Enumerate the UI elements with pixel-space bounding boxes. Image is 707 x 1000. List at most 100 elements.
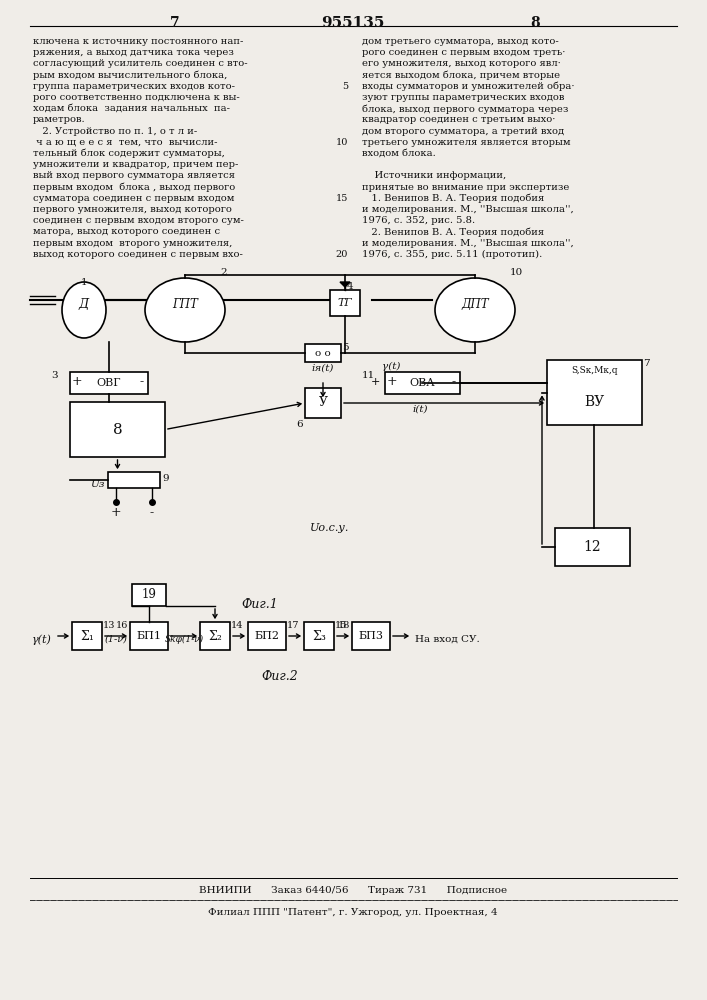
Text: 2. Устройство по п. 1, о т л и-: 2. Устройство по п. 1, о т л и- xyxy=(33,127,197,136)
Text: 12: 12 xyxy=(584,540,602,554)
Text: 2. Венипов В. А. Теория подобия: 2. Венипов В. А. Теория подобия xyxy=(362,227,544,237)
Text: принятые во внимание при экспертизе: принятые во внимание при экспертизе xyxy=(362,183,569,192)
Text: Филиал ППП "Патент", г. Ужгород, ул. Проектная, 4: Филиал ППП "Патент", г. Ужгород, ул. Про… xyxy=(208,908,498,917)
Text: входы сумматоров и умножителей обра·: входы сумматоров и умножителей обра· xyxy=(362,82,575,91)
Bar xyxy=(547,360,642,425)
Bar xyxy=(385,372,460,394)
Text: 1. Венипов В. А. Теория подобия: 1. Венипов В. А. Теория подобия xyxy=(362,194,544,203)
Text: матора, выход которого соединен с: матора, выход которого соединен с xyxy=(33,227,220,236)
Text: его умножителя, выход которого явл·: его умножителя, выход которого явл· xyxy=(362,59,561,68)
Text: 1976, с. 355, рис. 5.11 (прототип).: 1976, с. 355, рис. 5.11 (прототип). xyxy=(362,250,542,259)
Text: соединен с первым входом второго сум-: соединен с первым входом второго сум- xyxy=(33,216,244,225)
Text: и моделирования. М., ''Высшая школа'',: и моделирования. М., ''Высшая школа'', xyxy=(362,239,574,248)
Text: 15: 15 xyxy=(336,194,348,203)
Text: БП3: БП3 xyxy=(358,631,383,641)
Text: квадратор соединен с третьим выхо·: квадратор соединен с третьим выхо· xyxy=(362,115,556,124)
Text: блока, выход первого сумматора через: блока, выход первого сумматора через xyxy=(362,104,568,114)
Bar xyxy=(248,622,286,650)
Bar xyxy=(305,344,341,362)
Text: +: + xyxy=(111,506,122,519)
Text: дом третьего сумматора, выход кото-: дом третьего сумматора, выход кото- xyxy=(362,37,559,46)
Text: (1-ν): (1-ν) xyxy=(105,635,127,644)
Bar xyxy=(70,402,165,457)
Text: 8: 8 xyxy=(112,422,122,436)
Text: 8: 8 xyxy=(530,16,540,30)
Text: ДПТ: ДПТ xyxy=(461,298,489,312)
Text: +: + xyxy=(72,375,83,388)
Text: 14: 14 xyxy=(231,621,243,630)
Text: S,Sк,Мк,q: S,Sк,Мк,q xyxy=(571,366,618,375)
Text: дом второго сумматора, а третий вход: дом второго сумматора, а третий вход xyxy=(362,127,564,136)
Text: 4: 4 xyxy=(347,282,354,291)
Text: Фиг.1: Фиг.1 xyxy=(242,598,279,611)
Text: -: - xyxy=(150,506,154,519)
Text: 18: 18 xyxy=(338,621,350,630)
Text: ч а ю щ е е с я  тем, что  вычисли-: ч а ю щ е е с я тем, что вычисли- xyxy=(33,138,218,147)
Text: Источники информации,: Источники информации, xyxy=(362,171,506,180)
Text: Фиг.2: Фиг.2 xyxy=(262,670,298,683)
Text: рого соединен с первым входом треть·: рого соединен с первым входом треть· xyxy=(362,48,566,57)
Text: 9: 9 xyxy=(162,474,169,483)
Text: iя(t): iя(t) xyxy=(312,364,334,373)
Text: БП1: БП1 xyxy=(136,631,161,641)
Text: i(t): i(t) xyxy=(412,405,428,414)
Text: 16: 16 xyxy=(116,621,128,630)
Text: первого умножителя, выход которого: первого умножителя, выход которого xyxy=(33,205,232,214)
Text: первым входом  блока , выход первого: первым входом блока , выход первого xyxy=(33,183,235,192)
Bar xyxy=(70,372,148,394)
Text: ряжения, а выход датчика тока через: ряжения, а выход датчика тока через xyxy=(33,48,234,57)
Text: 7: 7 xyxy=(643,359,650,368)
Text: Uз: Uз xyxy=(90,480,105,489)
Text: +: + xyxy=(370,377,380,387)
Text: γ(t): γ(t) xyxy=(382,362,400,371)
Bar xyxy=(330,290,360,316)
Text: Д: Д xyxy=(79,298,89,312)
Text: Σ₂: Σ₂ xyxy=(208,630,222,643)
Text: 3: 3 xyxy=(52,371,58,380)
Text: БП2: БП2 xyxy=(255,631,279,641)
Text: 19: 19 xyxy=(141,588,156,601)
Text: о о: о о xyxy=(315,349,331,358)
Text: 11: 11 xyxy=(362,371,375,380)
Text: группа параметрических входов кото-: группа параметрических входов кото- xyxy=(33,82,235,91)
Text: рого соответственно подключена к вы-: рого соответственно подключена к вы- xyxy=(33,93,240,102)
Text: ОВГ: ОВГ xyxy=(97,378,122,388)
Bar xyxy=(72,622,102,650)
Text: 5: 5 xyxy=(342,82,348,91)
Text: 1976, с. 352, рис. 5.8.: 1976, с. 352, рис. 5.8. xyxy=(362,216,475,225)
Bar xyxy=(352,622,390,650)
Text: 7: 7 xyxy=(170,16,180,30)
Bar xyxy=(555,528,630,566)
Text: умножители и квадратор, причем пер-: умножители и квадратор, причем пер- xyxy=(33,160,238,169)
Ellipse shape xyxy=(435,278,515,342)
Bar xyxy=(304,622,334,650)
Text: выход которого соединен с первым вхо-: выход которого соединен с первым вхо- xyxy=(33,250,243,259)
Text: вый вход первого сумматора является: вый вход первого сумматора является xyxy=(33,171,235,180)
Text: ГПТ: ГПТ xyxy=(172,298,198,312)
Text: тельный блок содержит сумматоры,: тельный блок содержит сумматоры, xyxy=(33,149,225,158)
Text: ключена к источнику постоянного нап-: ключена к источнику постоянного нап- xyxy=(33,37,243,46)
Text: -: - xyxy=(452,375,456,388)
Text: 17: 17 xyxy=(287,621,300,630)
Bar xyxy=(130,622,168,650)
Text: зуют группы параметрических входов: зуют группы параметрических входов xyxy=(362,93,564,102)
Bar xyxy=(108,472,160,488)
Text: согласующий усилитель соединен с вто-: согласующий усилитель соединен с вто- xyxy=(33,59,247,68)
Text: первым входом  второго умножителя,: первым входом второго умножителя, xyxy=(33,239,233,248)
Text: 6: 6 xyxy=(296,420,303,429)
Text: ВНИИПИ      Заказ 6440/56      Тираж 731      Подписное: ВНИИПИ Заказ 6440/56 Тираж 731 Подписное xyxy=(199,886,507,895)
Text: 955135: 955135 xyxy=(321,16,385,30)
Text: ходам блока  задания начальных  па-: ходам блока задания начальных па- xyxy=(33,104,230,113)
Text: γ(t): γ(t) xyxy=(32,634,52,645)
Text: сумматора соединен с первым входом: сумматора соединен с первым входом xyxy=(33,194,235,203)
Bar xyxy=(132,584,166,606)
Text: -: - xyxy=(140,375,144,388)
Text: 10: 10 xyxy=(510,268,523,277)
Bar xyxy=(305,388,341,418)
Ellipse shape xyxy=(62,282,106,338)
Text: 1: 1 xyxy=(81,278,88,287)
Text: и моделирования. М., ''Высшая школа'',: и моделирования. М., ''Высшая школа'', xyxy=(362,205,574,214)
Bar xyxy=(200,622,230,650)
Ellipse shape xyxy=(145,278,225,342)
Text: 15: 15 xyxy=(335,621,347,630)
